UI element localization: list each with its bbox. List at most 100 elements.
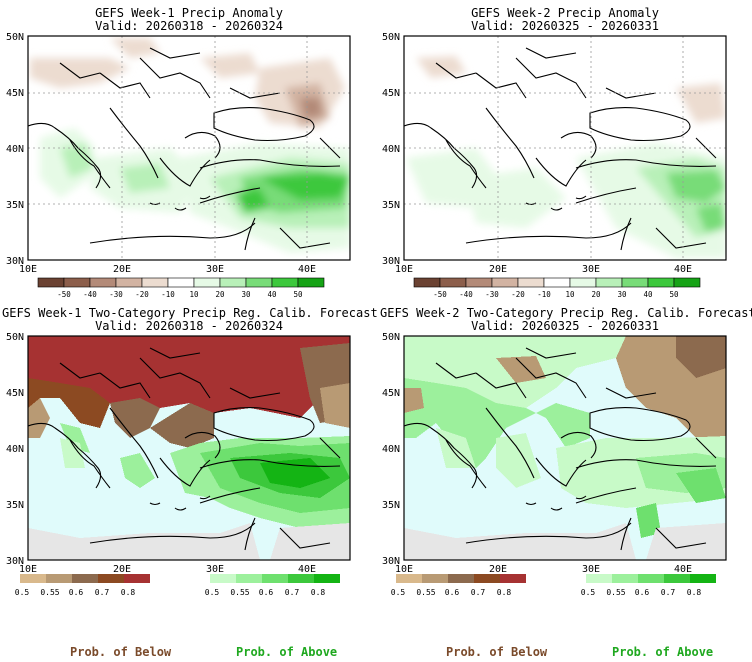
colorbar-tick-label: 0.7	[661, 588, 676, 597]
lat-label: 45N	[6, 88, 24, 99]
colorbar-tick-label: 0.8	[311, 588, 326, 597]
lon-label: 30E	[582, 564, 600, 575]
lon-label: 30E	[206, 264, 224, 275]
colorbar-tick-label: 0.5	[581, 588, 596, 597]
colorbar-tick-label: 10	[189, 290, 199, 299]
coastlines-and-borders	[404, 347, 717, 551]
lon-label: 30E	[206, 564, 224, 575]
panel1-title: GEFS Week-1 Precip Anomaly	[95, 6, 283, 20]
lat-label: 35N	[6, 500, 24, 511]
colorbar-tick-label: -40	[459, 290, 473, 299]
colorbar-tick-label: 20	[591, 290, 601, 299]
gridlines	[404, 36, 726, 260]
colorbar-swatch	[20, 574, 46, 583]
colorbar-tick-label: -30	[485, 290, 499, 299]
anomaly-colorbar: -50 -40 -30 -20 -10 10 20 30 40 50	[37, 277, 325, 299]
lat-label: 30N	[382, 256, 400, 267]
colorbar-tick-label: 0.6	[259, 588, 274, 597]
colorbar-swatch	[245, 277, 273, 288]
prob-above-label: Prob. of Above	[612, 645, 714, 659]
colorbar-swatch	[612, 574, 638, 583]
colorbar-tick-label: 30	[617, 290, 627, 299]
colorbar-tick-label: 10	[565, 290, 575, 299]
colorbar-tick-label: 20	[215, 290, 225, 299]
lat-label: 45N	[382, 388, 400, 399]
lat-label: 40N	[6, 144, 24, 155]
lat-label: 50N	[382, 332, 400, 343]
lat-label: 50N	[6, 332, 24, 343]
colorbar-swatch	[500, 574, 526, 583]
colorbar-swatch	[422, 574, 448, 583]
colorbar-tick-label: 50	[669, 290, 679, 299]
lon-label: 10E	[395, 564, 413, 575]
lat-label: 50N	[6, 32, 24, 43]
colorbar-swatch	[72, 574, 98, 583]
colorbar-tick-label: 50	[293, 290, 303, 299]
lon-label: 10E	[19, 564, 37, 575]
panel2-anomaly-map: 50N 45N 40N 35N 30N 10E 20E 30E 40E -50 -…	[382, 32, 727, 299]
lat-label: 35N	[382, 200, 400, 211]
colorbar-tick-label: -40	[83, 290, 97, 299]
lat-label: 40N	[382, 144, 400, 155]
colorbar-swatch	[673, 277, 701, 288]
panel3-probability-map: 50N 45N 40N 35N 30N 10E 20E 30E 40E 0.5 0…	[6, 332, 351, 597]
colorbar-swatch	[543, 277, 571, 288]
colorbar-swatch	[167, 277, 195, 288]
panel2-title: GEFS Week-2 Precip Anomaly	[471, 6, 659, 20]
lon-label: 40E	[298, 264, 316, 275]
colorbar-tick-label: 0.55	[416, 588, 435, 597]
prob-below-label: Prob. of Below	[70, 645, 172, 659]
prob-below-colorbar: 0.5 0.55 0.6 0.7 0.8	[391, 574, 526, 597]
colorbar-tick-label: -10	[161, 290, 175, 299]
colorbar-tick-label: 0.55	[606, 588, 625, 597]
colorbar-swatch	[491, 277, 519, 288]
lat-label: 30N	[382, 556, 400, 567]
map-frame	[403, 35, 727, 261]
colorbar-swatch	[664, 574, 690, 583]
lon-label: 40E	[674, 564, 692, 575]
lon-label: 10E	[395, 264, 413, 275]
colorbar-tick-label: -50	[433, 290, 447, 299]
colorbar-swatch	[37, 277, 65, 288]
map-frame	[403, 335, 727, 561]
panel4-title: GEFS Week-2 Two-Category Precip Reg. Cal…	[380, 306, 752, 320]
colorbar-tick-label: 0.6	[445, 588, 460, 597]
colorbar-tick-label: 0.5	[15, 588, 30, 597]
colorbar-swatch	[638, 574, 664, 583]
coastlines-and-borders	[28, 47, 341, 251]
colorbar-swatch	[262, 574, 288, 583]
colorbar-swatch	[236, 574, 262, 583]
axis-labels: 50N 45N 40N 35N 30N 10E 20E 30E 40E	[6, 32, 316, 275]
colorbar-tick-label: -30	[109, 290, 123, 299]
colorbar-swatch	[413, 277, 441, 288]
lat-label: 40N	[382, 444, 400, 455]
map-frame	[27, 35, 351, 261]
colorbar-tick-label: 0.8	[687, 588, 702, 597]
panel4-valid: Valid: 20260325 - 20260331	[471, 319, 659, 333]
panel1-anomaly-map: 50N 45N 40N 35N 30N 10E 20E 30E 40E -50-…	[6, 32, 351, 299]
colorbar-tick-label: 40	[267, 290, 277, 299]
colorbar-tick-label: 0.55	[40, 588, 59, 597]
colorbar-swatch	[396, 574, 422, 583]
colorbar-tick-label: 0.6	[69, 588, 84, 597]
colorbar-tick-label: 0.5	[205, 588, 220, 597]
colorbar-swatch	[569, 277, 597, 288]
colorbar-swatch	[210, 574, 236, 583]
lat-label: 45N	[382, 88, 400, 99]
gridlines	[28, 36, 350, 260]
colorbar-swatch	[63, 277, 91, 288]
colorbar-tick-label: 0.8	[121, 588, 136, 597]
colorbar-tick-label: 0.8	[497, 588, 512, 597]
colorbar-swatch	[586, 574, 612, 583]
colorbar-tick-label: -20	[135, 290, 149, 299]
panel3-valid: Valid: 20260318 - 20260324	[95, 319, 283, 333]
axis-labels: 50N 45N 40N 35N 30N 10E 20E 30E 40E	[382, 32, 692, 275]
colorbar-swatch	[465, 277, 493, 288]
prob-above-colorbar: 0.5 0.55 0.6 0.7 0.8	[205, 574, 340, 597]
lon-label: 40E	[298, 564, 316, 575]
lon-label: 40E	[674, 264, 692, 275]
colorbar-swatch	[193, 277, 221, 288]
colorbar-tick-label: 0.55	[230, 588, 249, 597]
colorbar-tick-label: 0.7	[95, 588, 110, 597]
colorbar-swatch	[595, 277, 623, 288]
